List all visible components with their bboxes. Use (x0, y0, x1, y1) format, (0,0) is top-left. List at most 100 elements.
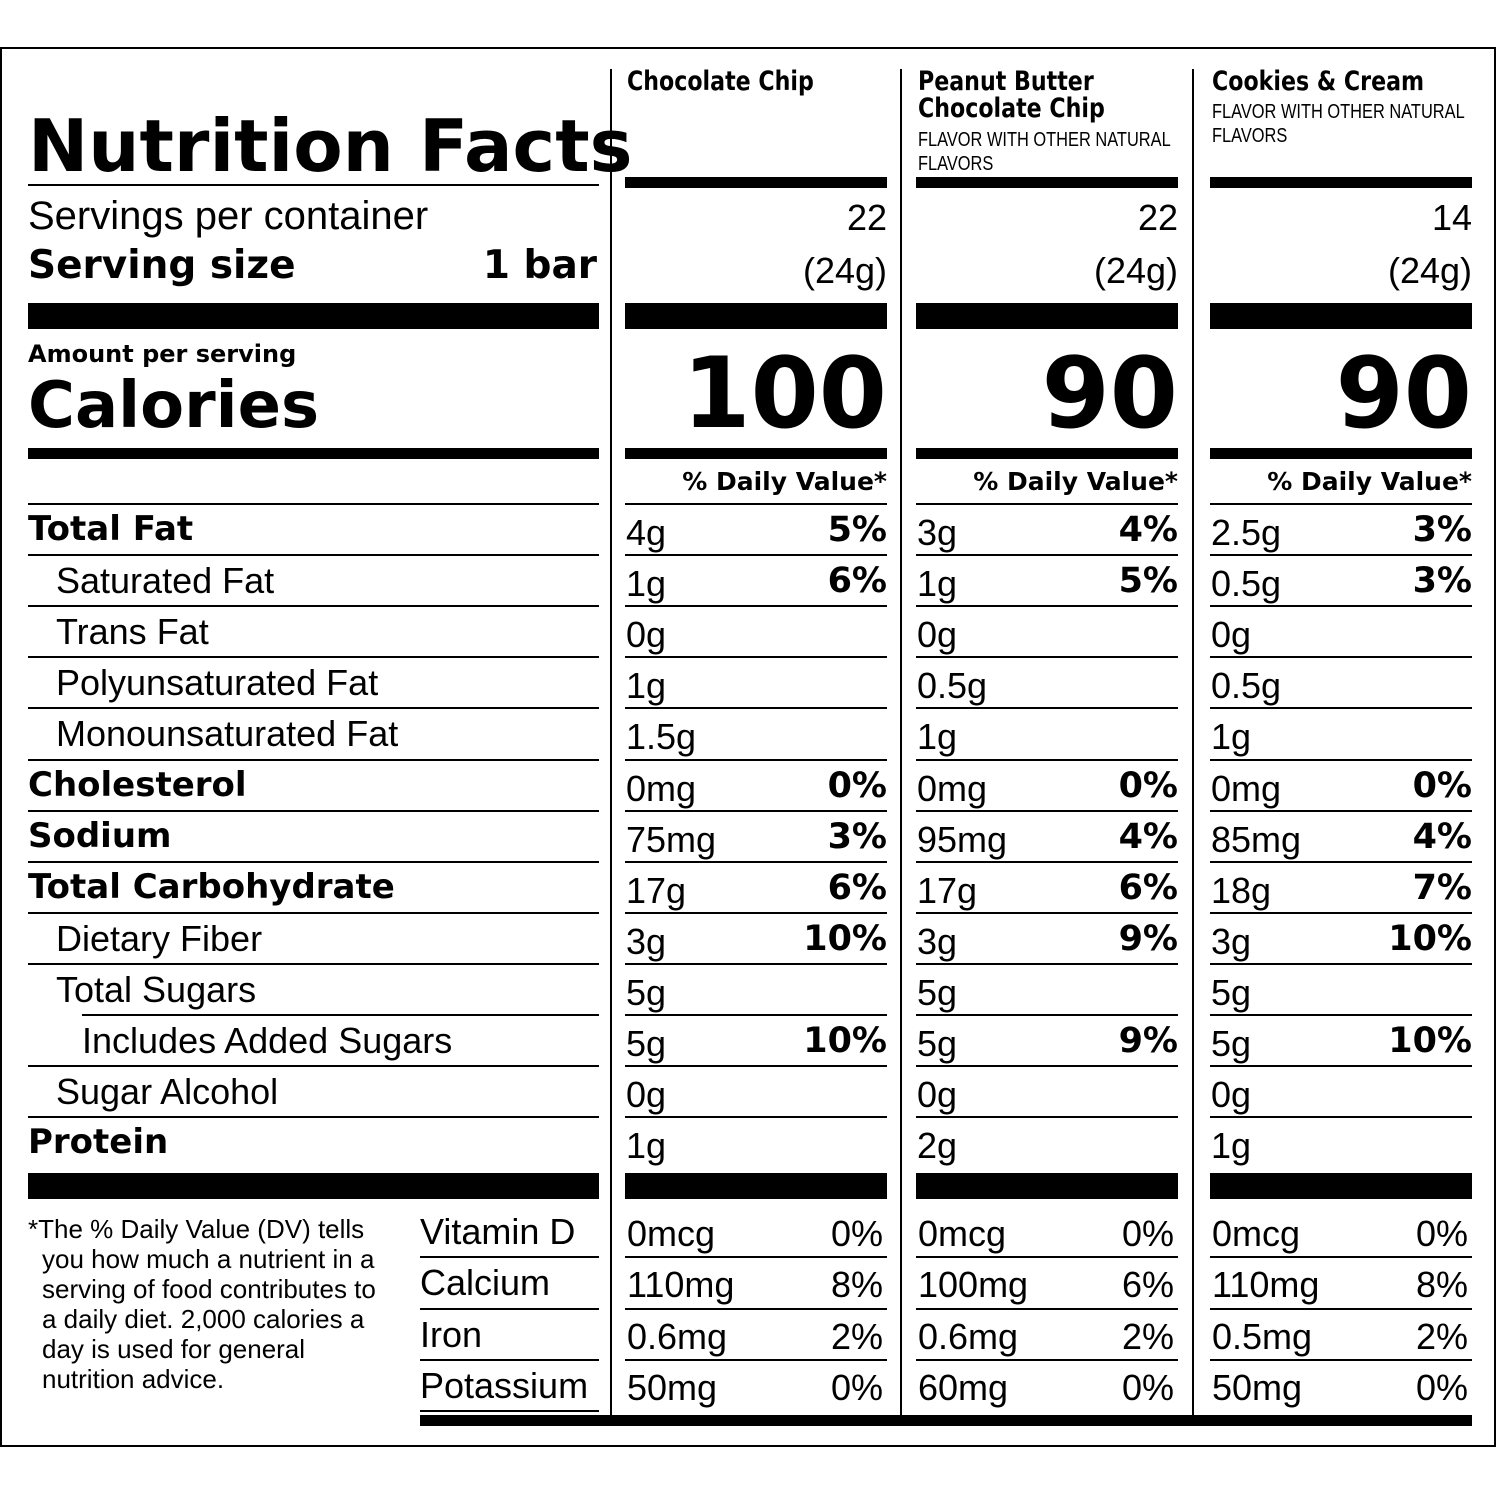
vitamin-amount: 110mg (627, 1264, 735, 1306)
row-rule (916, 860, 1178, 863)
vitamin-amount: 100mg (918, 1264, 1029, 1306)
nutrient-amount: 0g (917, 614, 958, 656)
row-rule (916, 605, 1178, 608)
servings-count: 14 (1431, 197, 1472, 238)
nutrient-name: Sodium (28, 815, 172, 856)
nutrient-amount: 1g (626, 563, 667, 605)
row-rule (625, 758, 887, 761)
nutrient-amount: 1g (917, 716, 958, 758)
nutrient-percent: 6% (827, 867, 887, 908)
row-rule (625, 1307, 887, 1310)
serving-size-grams: (24g) (1387, 250, 1472, 291)
row-rule (916, 707, 1178, 710)
vitamin-percent: 0% (1121, 1213, 1174, 1254)
row-rule (1210, 1358, 1472, 1361)
row-rule (916, 656, 1178, 659)
row-rule (28, 656, 599, 659)
nutrient-amount: 0g (626, 614, 667, 656)
row-rule (625, 1014, 887, 1016)
nutrient-amount: 5g (626, 971, 667, 1013)
row-rule (420, 1256, 599, 1259)
nutrient-percent: 4% (1412, 816, 1472, 857)
header-rule (1210, 177, 1472, 188)
row-rule (1210, 554, 1472, 557)
nutrient-percent: 6% (827, 561, 887, 602)
product-name: Chocolate Chip (627, 66, 814, 97)
nutrient-amount: 5g (626, 1023, 667, 1064)
row-rule (1210, 1065, 1472, 1068)
product-flavor-note: FLAVOR WITH OTHER NATURAL FLAVORS (1212, 101, 1465, 147)
row-rule (28, 962, 599, 965)
nutrient-percent: 5% (1118, 561, 1178, 602)
vitamin-name: Potassium (420, 1364, 589, 1406)
vitamin-amount: 0mcg (918, 1213, 1007, 1254)
bottom-rule (420, 1415, 1472, 1426)
nutrient-amount: 2.5g (1211, 512, 1282, 553)
column-divider (900, 69, 902, 1416)
row-rule (28, 503, 599, 505)
vitamin-percent: 0% (830, 1213, 883, 1254)
row-rule (28, 911, 599, 914)
header-rule (625, 177, 887, 188)
vitamin-thick-rule (625, 1173, 887, 1199)
nutrient-percent: 5% (827, 510, 887, 550)
vitamin-amount: 50mg (627, 1366, 718, 1408)
serving-thick-rule (28, 303, 599, 329)
vitamin-name: Iron (420, 1313, 483, 1355)
nutrient-name: Saturated Fat (56, 560, 275, 602)
row-rule (1210, 1307, 1472, 1310)
vitamin-percent: 2% (1121, 1315, 1174, 1357)
row-rule (916, 1116, 1178, 1119)
nutrient-amount: 0mg (917, 767, 988, 809)
serving-size-value: 1 bar (482, 243, 597, 288)
row-rule (625, 911, 887, 914)
nutrient-amount: 5g (1211, 971, 1252, 1013)
row-rule (625, 707, 887, 710)
serving-size-grams: (24g) (1093, 250, 1178, 291)
row-rule (625, 554, 887, 557)
vitamin-percent: 2% (830, 1315, 883, 1357)
amount-per-serving: Amount per serving (28, 340, 297, 368)
nutrient-amount: 5g (1211, 1023, 1252, 1064)
vitamin-percent: 0% (1415, 1213, 1468, 1254)
row-rule (916, 758, 1178, 761)
serving-thick-rule (916, 303, 1178, 329)
row-rule (916, 554, 1178, 557)
row-rule (625, 860, 887, 863)
nutrient-amount: 75mg (626, 818, 717, 860)
nutrient-amount: 0.5g (1211, 563, 1282, 605)
nutrient-percent: 3% (827, 816, 887, 857)
row-rule (28, 707, 599, 710)
nutrient-name: Cholesterol (28, 764, 247, 805)
row-rule (82, 1014, 599, 1016)
vitamin-amount: 0mcg (1212, 1213, 1301, 1254)
nutrient-amount: 5g (917, 1023, 958, 1064)
calories-rule (1210, 448, 1472, 459)
footnote-text: *The % Daily Value (DV) tells you how mu… (28, 1214, 376, 1394)
row-rule (625, 1116, 887, 1119)
nutrient-percent: 4% (1118, 816, 1178, 857)
vitamin-percent: 0% (1415, 1366, 1468, 1408)
row-rule (625, 1358, 887, 1361)
row-rule (28, 1116, 599, 1119)
nutrient-amount: 1g (1211, 716, 1252, 758)
product-flavor-note: FLAVOR WITH OTHER NATURAL FLAVORS (918, 129, 1171, 175)
nutrient-amount: 1g (1211, 1125, 1252, 1167)
nutrient-percent: 9% (1118, 1021, 1178, 1061)
nutrient-amount: 18g (1211, 869, 1272, 911)
product-name: Cookies & Cream (1212, 66, 1425, 97)
calories-value: 90 (1041, 337, 1178, 451)
row-rule (625, 605, 887, 608)
row-rule (625, 503, 887, 505)
row-rule (916, 1065, 1178, 1068)
nutrient-amount: 0g (626, 1074, 667, 1116)
vitamin-percent: 0% (1121, 1366, 1174, 1408)
nutrient-percent: 0% (1118, 765, 1178, 806)
row-rule (1210, 503, 1472, 505)
nutrient-name: Total Sugars (56, 968, 257, 1010)
nutrient-amount: 4g (626, 512, 667, 553)
calories-rule (916, 448, 1178, 459)
vitamin-name: Vitamin D (420, 1211, 576, 1252)
nutrient-amount: 1g (917, 563, 958, 605)
row-rule (1210, 656, 1472, 659)
